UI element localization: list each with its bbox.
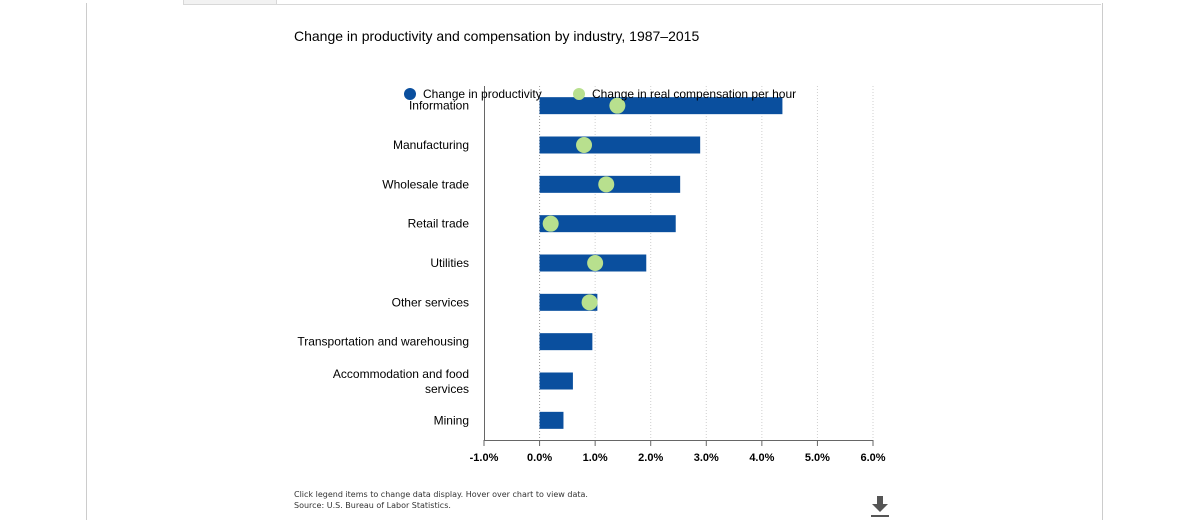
x-tick-label: 4.0% [749,452,774,464]
legend-label-compensation: Change in real compensation per hour [592,87,796,101]
compensation-dot[interactable] [609,97,626,114]
legend-marker-compensation [573,88,585,100]
productivity-bar[interactable] [539,215,676,233]
category-label: Retail trade [408,217,470,231]
chart-footnote: Click legend items to change data displa… [294,489,588,511]
chart-title: Change in productivity and compensation … [294,28,700,44]
category-label: Other services [392,295,469,309]
category-label: Manufacturing [393,138,469,152]
category-label: Mining [434,413,469,427]
category-label: Information [409,99,469,113]
axis-layer: -1.0% 0.0% 1.0% 2.0% 3.0% 4.0% 5.0% 6.0% [470,86,886,464]
compensation-dot[interactable] [576,137,593,153]
x-tick-label: -1.0% [470,452,499,464]
legend-label-productivity: Change in productivity [423,87,542,101]
category-label: Transportation and warehousing [297,335,469,349]
legend: Change in productivity Change in real com… [404,87,796,101]
compensation-dot[interactable] [542,215,559,232]
content-frame [86,3,1103,520]
x-tick-label: 0.0% [527,452,552,464]
productivity-bar[interactable] [539,136,701,154]
x-tick-label: 6.0% [860,452,885,464]
productivity-bar[interactable] [539,333,593,351]
x-tick-label: 5.0% [805,452,830,464]
x-tick-label: 3.0% [694,452,719,464]
legend-item-productivity[interactable]: Change in productivity [404,87,542,101]
productivity-bar[interactable] [539,97,783,115]
category-label: Accommodation and food services [333,367,469,396]
x-tick-label: 1.0% [583,452,608,464]
legend-marker-productivity [404,88,416,100]
compensation-dot[interactable] [587,255,604,271]
bars-layer [539,97,783,429]
dots-layer [542,97,626,311]
footnote-source: Source: U.S. Bureau of Labor Statistics. [294,501,451,510]
productivity-bar[interactable] [539,411,564,429]
download-button[interactable] [869,494,891,518]
compensation-dot[interactable] [581,294,598,311]
category-label: Wholesale trade [382,177,469,191]
productivity-bar[interactable] [539,372,573,390]
compensation-dot[interactable] [598,176,615,193]
legend-item-compensation[interactable]: Change in real compensation per hour [573,87,796,101]
category-labels: Information Manufacturing Wholesale trade R… [297,99,469,428]
chart-panel [183,4,1101,520]
footnote-instructions: Click legend items to change data displa… [294,490,588,499]
download-icon [871,496,889,517]
x-tick-label: 2.0% [638,452,663,464]
category-label: Utilities [430,256,469,270]
